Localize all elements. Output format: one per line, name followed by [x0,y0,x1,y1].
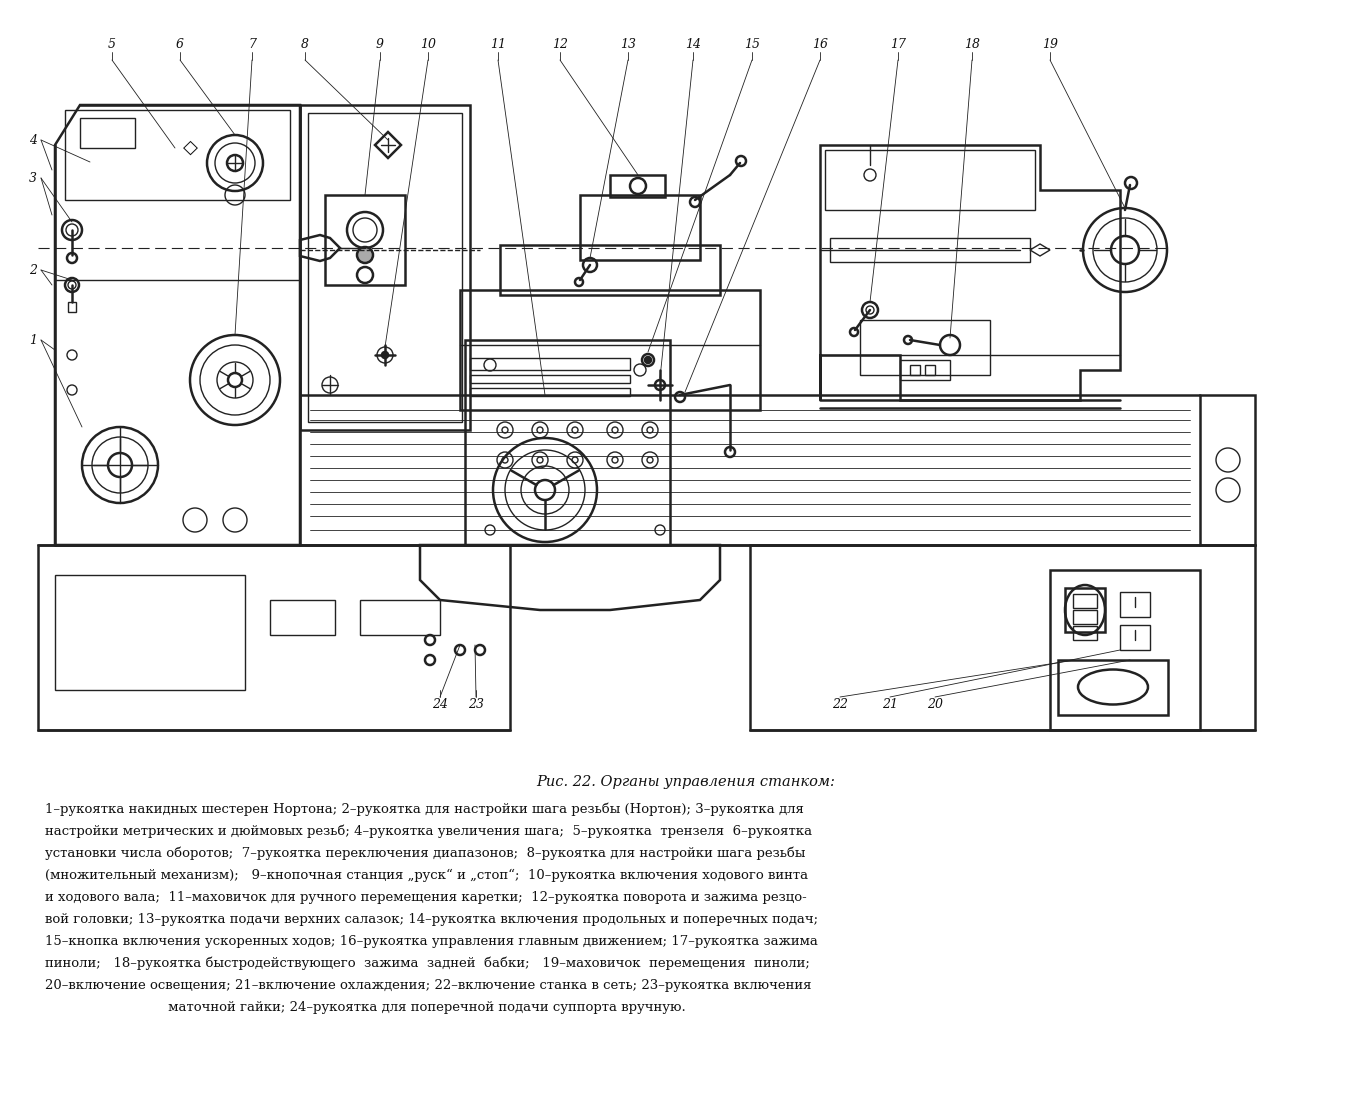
Bar [471,388,630,396]
Bar [460,290,760,410]
Bar [1073,595,1098,608]
Bar [1058,660,1168,715]
Bar [38,545,510,730]
Text: 3: 3 [29,171,37,184]
Bar [750,545,1255,730]
Text: 20–включение освещения; 21–включение охлаждения; 22–включение станка в сеть; 23–: 20–включение освещения; 21–включение охл… [45,979,811,992]
Bar [611,175,665,197]
Bar [830,238,1030,263]
Bar [325,195,405,285]
Bar [1120,592,1150,617]
Bar [860,320,991,375]
Text: 10: 10 [420,38,436,51]
Text: 6: 6 [176,38,184,51]
Text: 7: 7 [248,38,257,51]
Bar [580,195,700,260]
Text: установки числа оборотов;  7–рукоятка переключения диапазонов;  8–рукоятка для н: установки числа оборотов; 7–рукоятка пер… [45,847,805,860]
Text: 20: 20 [927,698,943,711]
Text: (множительный механизм);   9–кнопочная станция „рyск“ и „стоп“;  10–рукоятка вкл: (множительный механизм); 9–кнопочная ста… [45,869,808,882]
Bar [80,118,134,148]
Bar [471,375,630,383]
Text: Рис. 22. Органы управления станком:: Рис. 22. Органы управления станком: [536,775,836,789]
Text: маточной гайки; 24–рукоятка для поперечной подачи суппорта вручную.: маточной гайки; 24–рукоятка для поперечн… [45,1002,686,1014]
Bar [359,600,440,635]
Bar [900,360,949,381]
Bar [307,113,462,422]
Bar [465,340,670,545]
Text: 12: 12 [552,38,568,51]
Bar [55,575,246,690]
Text: ◇: ◇ [182,139,198,157]
Bar [270,600,335,635]
Text: 18: 18 [965,38,980,51]
Text: 9: 9 [376,38,384,51]
Bar [64,110,289,200]
Text: 16: 16 [812,38,827,51]
Text: 21: 21 [882,698,899,711]
Text: 1: 1 [29,333,37,346]
Bar [499,245,720,295]
Text: 19: 19 [1041,38,1058,51]
Circle shape [381,352,388,358]
Circle shape [357,247,373,263]
Text: 5: 5 [108,38,117,51]
Bar [1200,395,1255,545]
Text: 22: 22 [831,698,848,711]
Bar [825,150,1034,210]
Text: 15: 15 [744,38,760,51]
Text: пиноли;   18–рукоятка быстродействующего  зажима  задней  бабки;   19–маховичок : пиноли; 18–рукоятка быстродействующего з… [45,957,809,971]
Bar [910,365,921,375]
Text: 2: 2 [29,264,37,277]
Text: 15–кнопка включения ускоренных ходов; 16–рукоятка управления главным движением; : 15–кнопка включения ускоренных ходов; 16… [45,935,818,947]
Text: вой головки; 13–рукоятка подачи верхних салазок; 14–рукоятка включения продольны: вой головки; 13–рукоятка подачи верхних … [45,913,818,927]
Bar [471,358,630,370]
Text: 4: 4 [29,133,37,147]
Bar [1050,570,1200,730]
Text: и ходового вала;  11–маховичок для ручного перемещения каретки;  12–рукоятка пов: и ходового вала; 11–маховичок для ручног… [45,891,807,904]
Text: 8: 8 [300,38,309,51]
Text: 24: 24 [432,698,449,711]
Bar [1120,625,1150,650]
Text: 14: 14 [685,38,701,51]
Text: 17: 17 [890,38,906,51]
Text: 1–рукоятка накидных шестерен Нортона; 2–рукоятка для настройки шага резьбы (Норт: 1–рукоятка накидных шестерен Нортона; 2–… [45,803,804,816]
Text: настройки метрических и дюймовых резьб; 4–рукоятка увеличения шага;  5–рукоятка : настройки метрических и дюймовых резьб; … [45,825,812,838]
Bar [1073,627,1098,640]
Bar [69,302,75,312]
Bar [1073,610,1098,624]
Bar [300,105,471,430]
Text: 23: 23 [468,698,484,711]
Bar [925,365,934,375]
Circle shape [645,357,650,363]
Text: 13: 13 [620,38,637,51]
Text: 11: 11 [490,38,506,51]
Bar [1065,588,1104,632]
